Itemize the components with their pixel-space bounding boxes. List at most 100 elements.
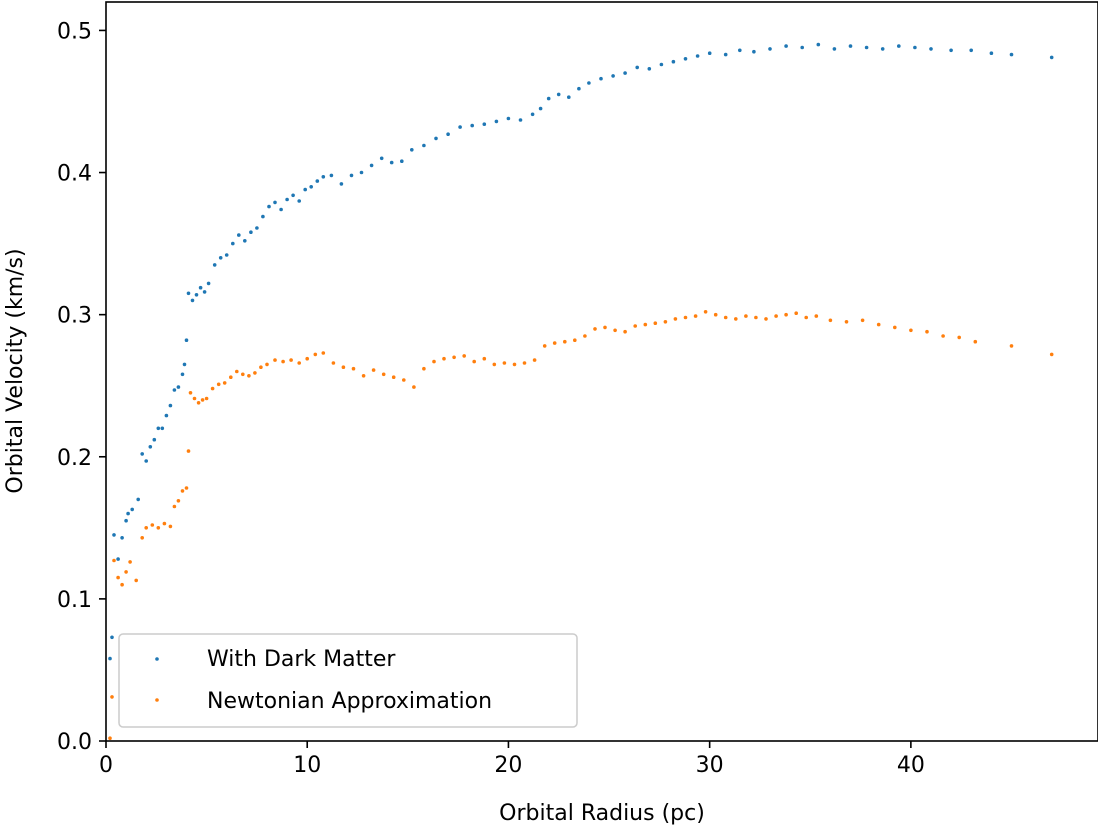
data-point xyxy=(120,536,124,540)
data-point xyxy=(305,356,310,361)
data-point xyxy=(422,143,426,148)
data-point xyxy=(432,359,436,364)
data-point xyxy=(880,47,885,51)
data-point xyxy=(136,497,140,502)
data-point xyxy=(218,255,223,260)
data-point xyxy=(110,635,114,640)
data-point xyxy=(556,92,561,97)
data-point xyxy=(949,48,953,53)
x-tick-label: 40 xyxy=(897,753,925,778)
data-point xyxy=(243,239,247,243)
data-point xyxy=(198,285,203,290)
data-point xyxy=(446,132,450,136)
data-point xyxy=(210,386,215,391)
data-point xyxy=(693,314,698,318)
data-point xyxy=(542,344,547,348)
data-point xyxy=(303,187,308,192)
data-point xyxy=(265,362,269,367)
data-point xyxy=(186,291,191,296)
data-point xyxy=(144,526,148,530)
data-point xyxy=(140,536,144,540)
data-point xyxy=(848,44,853,48)
data-point xyxy=(623,71,627,75)
data-point xyxy=(168,524,173,529)
data-point xyxy=(164,413,169,418)
data-point xyxy=(255,226,259,230)
data-point xyxy=(124,570,128,574)
data-point xyxy=(611,74,615,78)
legend-label-newtonian: Newtonian Approximation xyxy=(207,689,492,714)
data-point xyxy=(297,361,302,365)
data-point xyxy=(371,368,376,372)
data-point xyxy=(379,156,384,161)
data-point xyxy=(331,361,336,365)
data-point xyxy=(235,369,239,374)
data-point xyxy=(832,47,837,51)
data-point xyxy=(108,736,112,740)
x-tick-label: 20 xyxy=(494,753,522,778)
data-point xyxy=(321,351,326,355)
data-point xyxy=(351,366,356,371)
data-point xyxy=(144,459,148,463)
data-point xyxy=(216,382,221,387)
data-point xyxy=(643,322,648,327)
data-point xyxy=(593,327,597,331)
data-point xyxy=(844,320,849,324)
legend-marker-newtonian xyxy=(155,698,159,702)
data-point xyxy=(204,396,209,401)
y-tick-label: 0.4 xyxy=(57,162,92,187)
data-point xyxy=(237,233,241,237)
data-point xyxy=(291,193,295,198)
data-point xyxy=(546,96,551,101)
data-point xyxy=(200,398,205,402)
data-point xyxy=(224,253,229,257)
data-point xyxy=(864,45,869,50)
data-point xyxy=(249,230,253,234)
data-point xyxy=(502,361,507,365)
data-point xyxy=(989,51,994,55)
data-point xyxy=(400,159,404,163)
legend-frame xyxy=(118,633,578,728)
data-point xyxy=(472,359,477,364)
data-point xyxy=(134,578,138,583)
data-point xyxy=(309,185,314,189)
data-point xyxy=(538,106,543,111)
data-point xyxy=(176,385,181,389)
data-point xyxy=(184,486,189,490)
data-point xyxy=(518,118,523,122)
data-point xyxy=(261,214,265,219)
data-point xyxy=(273,200,277,205)
data-point xyxy=(202,290,207,294)
data-point xyxy=(339,182,344,186)
data-point xyxy=(703,310,708,314)
data-point xyxy=(635,65,639,70)
data-point xyxy=(190,298,195,303)
points-layer xyxy=(108,42,1054,740)
data-point xyxy=(458,125,462,129)
data-point xyxy=(969,48,973,53)
data-point xyxy=(126,511,130,516)
plot-area-frame xyxy=(105,1,1098,742)
data-point xyxy=(229,375,233,380)
data-point xyxy=(893,325,897,330)
data-point xyxy=(285,197,289,202)
data-point xyxy=(156,526,161,530)
data-point xyxy=(116,557,120,561)
data-point xyxy=(673,317,678,321)
data-point xyxy=(707,51,712,55)
data-point xyxy=(599,76,603,81)
data-point xyxy=(683,315,688,320)
data-point xyxy=(512,362,517,367)
y-tick-label: 0.1 xyxy=(57,588,92,613)
data-point xyxy=(273,358,277,362)
data-point xyxy=(1049,352,1054,357)
data-point xyxy=(659,62,664,67)
data-point xyxy=(587,81,591,85)
data-point xyxy=(140,452,144,456)
data-point xyxy=(289,358,293,362)
data-point xyxy=(723,52,728,57)
data-point xyxy=(663,320,668,324)
data-point xyxy=(929,47,933,51)
data-point xyxy=(563,339,567,344)
data-point xyxy=(297,199,302,203)
